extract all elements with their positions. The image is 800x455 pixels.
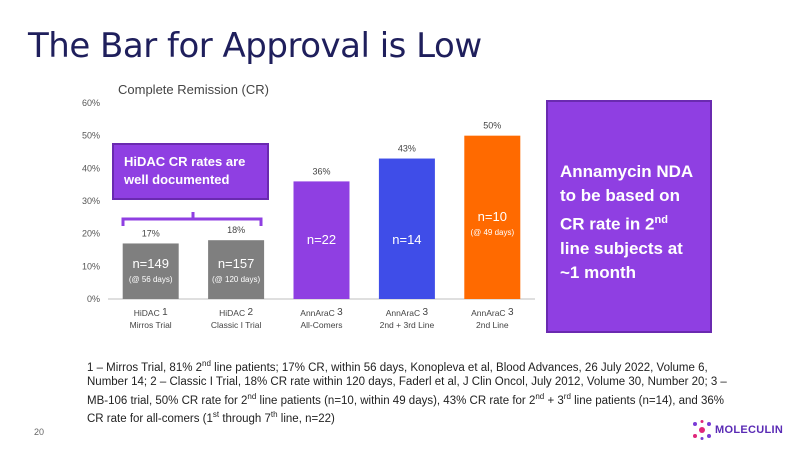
x-tick-label: AnnAraC 3 (300, 307, 343, 318)
bar-duration-label: (@ 120 days) (212, 275, 260, 284)
bar-value-label: 43% (398, 144, 416, 154)
fn-s5: st (212, 410, 220, 420)
bars: 17% n=149 (@ 56 days) HiDAC 1 Mirros Trial 18… (122, 121, 521, 330)
fn-s3: nd (535, 391, 545, 401)
bar-value-label: 36% (312, 166, 330, 176)
y-axis: 0% 10% 20% 30% 40% 50% 60% (82, 98, 535, 304)
footnote: 1 – Mirros Trial, 81% 2nd line patients;… (87, 357, 727, 426)
x-tick-sublabel: Mirros Trial (130, 320, 172, 330)
bar (378, 158, 435, 299)
y-tick-label: 40% (82, 163, 100, 173)
y-tick-label: 0% (87, 294, 100, 304)
x-tick-label: AnnAraC 3 (386, 307, 429, 318)
bar-value-label: 18% (227, 225, 245, 235)
moleculin-logo: MOLECULIN (692, 420, 783, 440)
y-tick-label: 30% (82, 196, 100, 206)
x-tick-sublabel: Classic I Trial (211, 320, 262, 330)
fn-p7: line, n=22) (277, 412, 335, 425)
x-tick-sublabel: All-Comers (300, 320, 342, 330)
y-tick-label: 50% (82, 131, 100, 141)
x-tick-sublabel: 2nd Line (476, 320, 509, 330)
callout-text-2: line subjects at ~1 month (560, 238, 683, 282)
x-tick-label: HiDAC 1 (134, 307, 168, 318)
bar (208, 240, 265, 299)
fn-s1: nd (202, 359, 211, 368)
y-tick-label: 60% (82, 98, 100, 108)
callout-text-1: Annamycin NDA to be based on CR rate in … (560, 162, 693, 234)
fn-p6: through 7 (219, 412, 271, 425)
bar (464, 135, 521, 299)
bar-n-label: n=157 (218, 256, 255, 271)
fn-p5: line patients (n=14), and 36% CR rate fo… (87, 394, 725, 425)
x-tick-label: AnnAraC 3 (471, 307, 514, 318)
molecule-icon (693, 420, 711, 440)
bar-duration-label: (@ 49 days) (470, 228, 514, 237)
fn-s2: nd (247, 391, 257, 401)
bar-n-label: n=14 (392, 232, 421, 247)
fn-p2: line patients; 17% CR, within 56 days, K… (87, 361, 727, 407)
callout-annamycin: Annamycin NDA to be based on CR rate in … (546, 100, 712, 333)
fn-p4: + 3 (544, 394, 564, 407)
x-tick-sublabel: 2nd + 3rd Line (380, 320, 435, 330)
fn-p3: line patients (n=10, within 49 days), 43… (256, 394, 536, 407)
callout-hidac: HiDAC CR rates are well documented (112, 143, 269, 200)
slide-title: The Bar for Approval is Low (28, 26, 482, 66)
bar-value-label: 50% (483, 121, 501, 131)
fn-p1: 1 – Mirros Trial, 81% 2 (87, 361, 203, 374)
bar-duration-label: (@ 56 days) (129, 275, 173, 284)
bar-value-label: 17% (142, 228, 160, 238)
page-number: 20 (34, 427, 45, 437)
bar (122, 243, 179, 299)
logo-text: MOLECULIN (715, 424, 784, 436)
y-tick-label: 20% (82, 229, 100, 239)
callout-sup: nd (654, 214, 668, 226)
bar-n-label: n=22 (307, 232, 336, 247)
bar (293, 181, 350, 299)
y-tick-label: 10% (82, 261, 100, 271)
x-tick-label: HiDAC 2 (219, 307, 253, 318)
chart-title: Complete Remission (CR) (118, 82, 269, 97)
fn-s6: th (270, 410, 278, 420)
fn-s4: rd (563, 391, 571, 401)
bracket (121, 212, 263, 226)
bar-n-label: n=149 (132, 256, 169, 271)
bar-n-label: n=10 (478, 209, 507, 224)
